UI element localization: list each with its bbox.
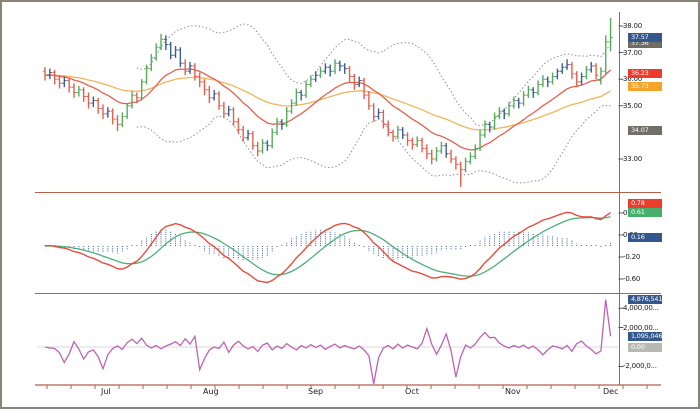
chart-canvas[interactable] [2,2,700,409]
stock-chart-window: Jul Aug Sep Oct Nov Dec 38.00 37.00 36.00 3… [0,0,700,409]
